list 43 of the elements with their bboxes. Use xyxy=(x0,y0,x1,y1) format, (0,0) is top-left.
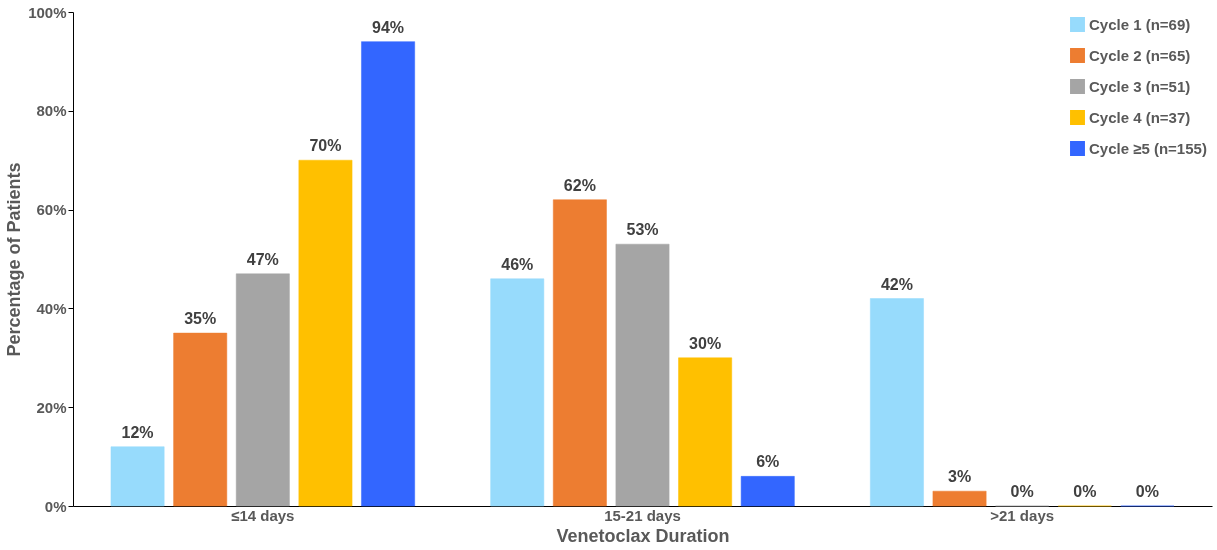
y-axis-title: Percentage of Patients xyxy=(4,162,25,357)
data-label: 12% xyxy=(121,423,154,441)
data-label: 0% xyxy=(1135,483,1159,500)
legend-label: Cycle ≥5 (n=155) xyxy=(1089,139,1207,157)
data-label: 30% xyxy=(689,334,722,352)
legend-label: Cycle 4 (n=37) xyxy=(1089,108,1191,126)
x-tick-label: >21 days xyxy=(990,506,1055,524)
bar xyxy=(235,273,290,507)
data-label: 6% xyxy=(756,453,780,471)
y-tick-label: 100% xyxy=(28,3,67,21)
data-label: 53% xyxy=(626,221,659,239)
y-tick-label: 0% xyxy=(44,497,67,515)
data-label: 3% xyxy=(947,468,972,486)
legend-label: Cycle 3 (n=51) xyxy=(1089,77,1191,95)
y-tick-label: 60% xyxy=(36,201,67,219)
y-tick-label: 20% xyxy=(36,398,67,416)
data-label: 47% xyxy=(246,250,279,268)
y-tick-label: 40% xyxy=(36,299,67,317)
data-label: 0% xyxy=(1073,483,1097,500)
data-label: 42% xyxy=(880,275,913,293)
legend-label: Cycle 2 (n=65) xyxy=(1089,46,1191,64)
bar xyxy=(870,298,924,507)
bar xyxy=(173,332,228,507)
bar xyxy=(932,490,987,507)
bar xyxy=(553,199,607,507)
data-label: 94% xyxy=(372,18,405,36)
bar xyxy=(110,446,165,507)
legend-label: Cycle 1 (n=69) xyxy=(1089,15,1191,33)
bar xyxy=(740,476,795,507)
x-tick-label: ≤14 days xyxy=(231,506,295,524)
data-label: 62% xyxy=(563,176,596,194)
bar xyxy=(678,357,732,507)
data-label: 46% xyxy=(501,255,534,273)
x-axis-title: Venetoclax Duration xyxy=(556,525,730,546)
bar xyxy=(298,159,353,507)
data-label: 0% xyxy=(1010,483,1034,500)
x-tick-label: 15-21 days xyxy=(604,506,681,524)
data-label: 35% xyxy=(184,310,217,328)
bar xyxy=(490,278,545,507)
bar xyxy=(361,41,415,507)
data-label: 70% xyxy=(309,137,342,155)
y-tick-label: 80% xyxy=(36,102,67,120)
bar xyxy=(615,243,670,507)
